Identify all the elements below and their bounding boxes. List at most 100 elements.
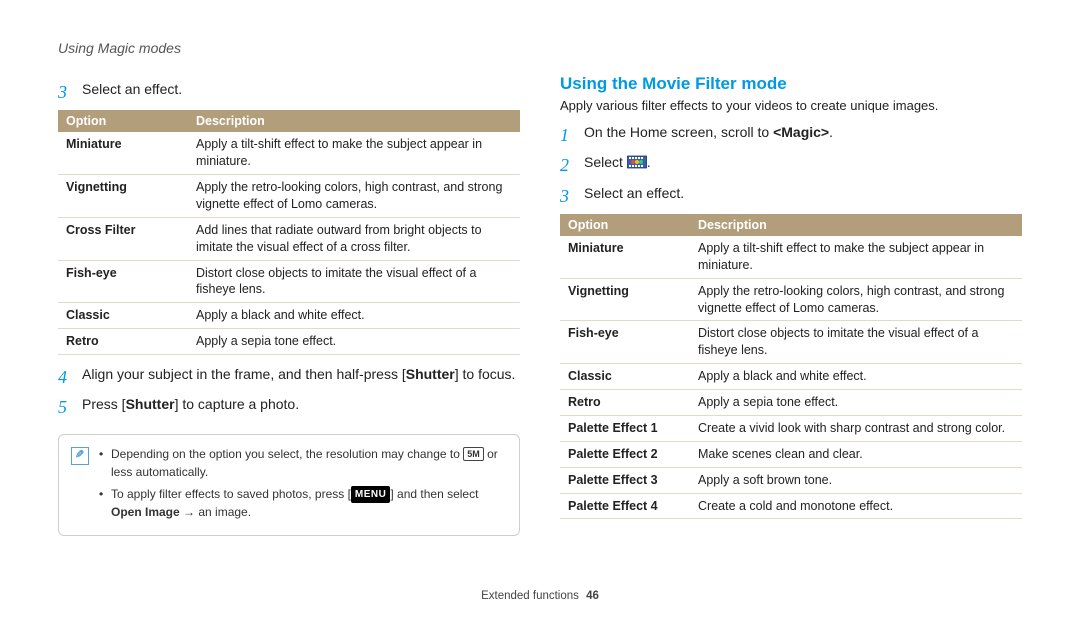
table-row: Palette Effect 2Make scenes clean and cl… bbox=[560, 441, 1022, 467]
arrow-glyph: → bbox=[180, 505, 199, 519]
option-description: Apply a soft brown tone. bbox=[690, 467, 1022, 493]
step-number: 5 bbox=[58, 395, 72, 419]
resolution-5m-icon: 5M bbox=[463, 447, 484, 461]
option-name: Retro bbox=[58, 329, 188, 355]
option-description: Apply a tilt-shift effect to make the su… bbox=[690, 236, 1022, 278]
movie-filter-icon bbox=[627, 155, 647, 169]
table-row: ClassicApply a black and white effect. bbox=[58, 303, 520, 329]
option-description: Apply a sepia tone effect. bbox=[690, 390, 1022, 416]
section-intro: Apply various filter effects to your vid… bbox=[560, 98, 1022, 113]
col-header-description: Description bbox=[188, 110, 520, 132]
option-name: Fish-eye bbox=[58, 260, 188, 303]
text-fragment: Select bbox=[584, 154, 627, 170]
step-number: 3 bbox=[560, 184, 574, 208]
text-fragment: ] and then select bbox=[390, 487, 478, 501]
option-description: Apply the retro-looking colors, high con… bbox=[188, 175, 520, 218]
photo-filter-options-table: Option Description MiniatureApply a tilt… bbox=[58, 110, 520, 355]
menu-key-icon: MENU bbox=[351, 486, 390, 503]
table-row: Palette Effect 3Apply a soft brown tone. bbox=[560, 467, 1022, 493]
table-row: Palette Effect 1Create a vivid look with… bbox=[560, 415, 1022, 441]
col-header-description: Description bbox=[690, 214, 1022, 236]
breadcrumb: Using Magic modes bbox=[58, 40, 1022, 56]
right-column: Using the Movie Filter mode Apply variou… bbox=[560, 74, 1022, 582]
page-footer: Extended functions 46 bbox=[58, 582, 1022, 610]
text-fragment: Press [ bbox=[82, 396, 126, 412]
text-fragment: . bbox=[829, 124, 833, 140]
option-name: Palette Effect 1 bbox=[560, 415, 690, 441]
step-number: 2 bbox=[560, 153, 574, 177]
option-name: Vignetting bbox=[560, 278, 690, 321]
step-1: 1 On the Home screen, scroll to <Magic>. bbox=[560, 123, 1022, 147]
note-item: Depending on the option you select, the … bbox=[99, 445, 507, 481]
table-row: RetroApply a sepia tone effect. bbox=[58, 329, 520, 355]
note-icon bbox=[71, 447, 89, 465]
text-fragment: Depending on the option you select, the … bbox=[111, 447, 463, 461]
table-row: VignettingApply the retro-looking colors… bbox=[58, 175, 520, 218]
text-fragment: ] to capture a photo. bbox=[175, 396, 300, 412]
option-name: Fish-eye bbox=[560, 321, 690, 364]
option-description: Apply a sepia tone effect. bbox=[188, 329, 520, 355]
magic-label: <Magic> bbox=[773, 124, 829, 140]
option-description: Distort close objects to imitate the vis… bbox=[188, 260, 520, 303]
option-description: Create a vivid look with sharp contrast … bbox=[690, 415, 1022, 441]
text-fragment: To apply filter effects to saved photos,… bbox=[111, 487, 351, 501]
text-fragment: an image. bbox=[198, 505, 251, 519]
text-fragment: On the Home screen, scroll to bbox=[584, 124, 773, 140]
step-text: Select an effect. bbox=[82, 80, 520, 99]
note-item: To apply filter effects to saved photos,… bbox=[99, 485, 507, 521]
table-row: RetroApply a sepia tone effect. bbox=[560, 390, 1022, 416]
page-number: 46 bbox=[586, 590, 599, 602]
step-text: Press [Shutter] to capture a photo. bbox=[82, 395, 520, 414]
table-row: VignettingApply the retro-looking colors… bbox=[560, 278, 1022, 321]
option-name: Miniature bbox=[560, 236, 690, 278]
step-text: Select . bbox=[584, 153, 1022, 172]
step-text: Select an effect. bbox=[584, 184, 1022, 203]
step-number: 4 bbox=[58, 365, 72, 389]
left-column: 3 Select an effect. Option Description M… bbox=[58, 74, 520, 582]
manual-page: Using Magic modes 3 Select an effect. Op… bbox=[0, 0, 1080, 630]
option-name: Classic bbox=[58, 303, 188, 329]
option-description: Apply a black and white effect. bbox=[690, 364, 1022, 390]
option-name: Miniature bbox=[58, 132, 188, 174]
col-header-option: Option bbox=[58, 110, 188, 132]
option-description: Apply the retro-looking colors, high con… bbox=[690, 278, 1022, 321]
step-4: 4 Align your subject in the frame, and t… bbox=[58, 365, 520, 389]
open-image-label: Open Image bbox=[111, 505, 180, 519]
option-name: Classic bbox=[560, 364, 690, 390]
step-number: 3 bbox=[58, 80, 72, 104]
table-row: Palette Effect 4Create a cold and monoto… bbox=[560, 493, 1022, 519]
table-row: Cross FilterAdd lines that radiate outwa… bbox=[58, 217, 520, 260]
movie-filter-options-table: Option Description MiniatureApply a tilt… bbox=[560, 214, 1022, 520]
step-2: 2 Select . bbox=[560, 153, 1022, 177]
step-3: 3 Select an effect. bbox=[560, 184, 1022, 208]
shutter-key-label: Shutter bbox=[126, 396, 175, 412]
shutter-key-label: Shutter bbox=[406, 366, 455, 382]
option-description: Make scenes clean and clear. bbox=[690, 441, 1022, 467]
footer-section-label: Extended functions bbox=[481, 590, 579, 602]
note-callout: Depending on the option you select, the … bbox=[58, 434, 520, 536]
table-row: Fish-eyeDistort close objects to imitate… bbox=[560, 321, 1022, 364]
step-text: Align your subject in the frame, and the… bbox=[82, 365, 520, 384]
text-fragment: . bbox=[647, 154, 651, 170]
option-name: Vignetting bbox=[58, 175, 188, 218]
text-fragment: ] to focus. bbox=[455, 366, 516, 382]
two-column-layout: 3 Select an effect. Option Description M… bbox=[58, 74, 1022, 582]
note-list: Depending on the option you select, the … bbox=[99, 445, 507, 525]
table-row: Fish-eyeDistort close objects to imitate… bbox=[58, 260, 520, 303]
table-row: MiniatureApply a tilt-shift effect to ma… bbox=[560, 236, 1022, 278]
step-text: On the Home screen, scroll to <Magic>. bbox=[584, 123, 1022, 142]
text-fragment: Align your subject in the frame, and the… bbox=[82, 366, 406, 382]
option-description: Apply a black and white effect. bbox=[188, 303, 520, 329]
section-title: Using the Movie Filter mode bbox=[560, 74, 1022, 94]
option-name: Retro bbox=[560, 390, 690, 416]
option-description: Add lines that radiate outward from brig… bbox=[188, 217, 520, 260]
step-number: 1 bbox=[560, 123, 574, 147]
step-5: 5 Press [Shutter] to capture a photo. bbox=[58, 395, 520, 419]
option-description: Create a cold and monotone effect. bbox=[690, 493, 1022, 519]
col-header-option: Option bbox=[560, 214, 690, 236]
option-description: Apply a tilt-shift effect to make the su… bbox=[188, 132, 520, 174]
option-name: Palette Effect 4 bbox=[560, 493, 690, 519]
table-row: ClassicApply a black and white effect. bbox=[560, 364, 1022, 390]
option-name: Cross Filter bbox=[58, 217, 188, 260]
option-description: Distort close objects to imitate the vis… bbox=[690, 321, 1022, 364]
